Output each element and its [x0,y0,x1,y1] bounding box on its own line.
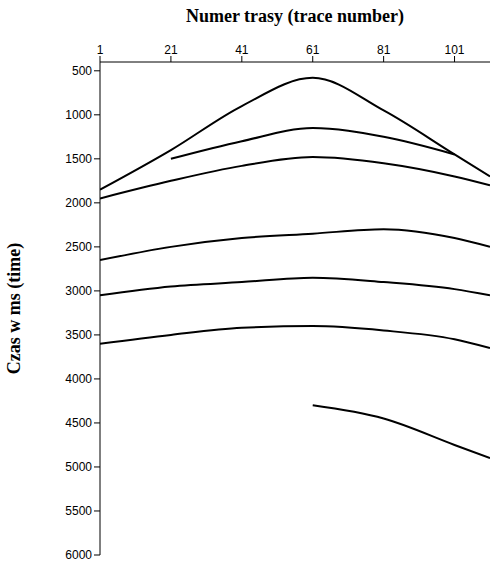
svg-text:Czas w ms (time): Czas w ms (time) [4,243,25,374]
svg-text:2500: 2500 [65,240,92,254]
svg-text:41: 41 [235,43,249,57]
svg-text:3000: 3000 [65,284,92,298]
svg-text:1000: 1000 [65,108,92,122]
svg-text:3500: 3500 [65,328,92,342]
svg-text:5000: 5000 [65,460,92,474]
svg-text:1: 1 [97,43,104,57]
svg-text:21: 21 [164,43,178,57]
svg-text:81: 81 [377,43,391,57]
svg-text:6000: 6000 [65,548,92,562]
svg-text:101: 101 [445,43,465,57]
svg-text:1500: 1500 [65,152,92,166]
svg-text:2000: 2000 [65,196,92,210]
html-text:Numer trasy (trace number): Numer trasy (trace number) [185,6,404,26]
svg-text:61: 61 [306,43,320,57]
svg-text:4500: 4500 [65,416,92,430]
svg-text:4000: 4000 [65,372,92,386]
svg-text:500: 500 [72,64,92,78]
svg-text:5500: 5500 [65,504,92,518]
